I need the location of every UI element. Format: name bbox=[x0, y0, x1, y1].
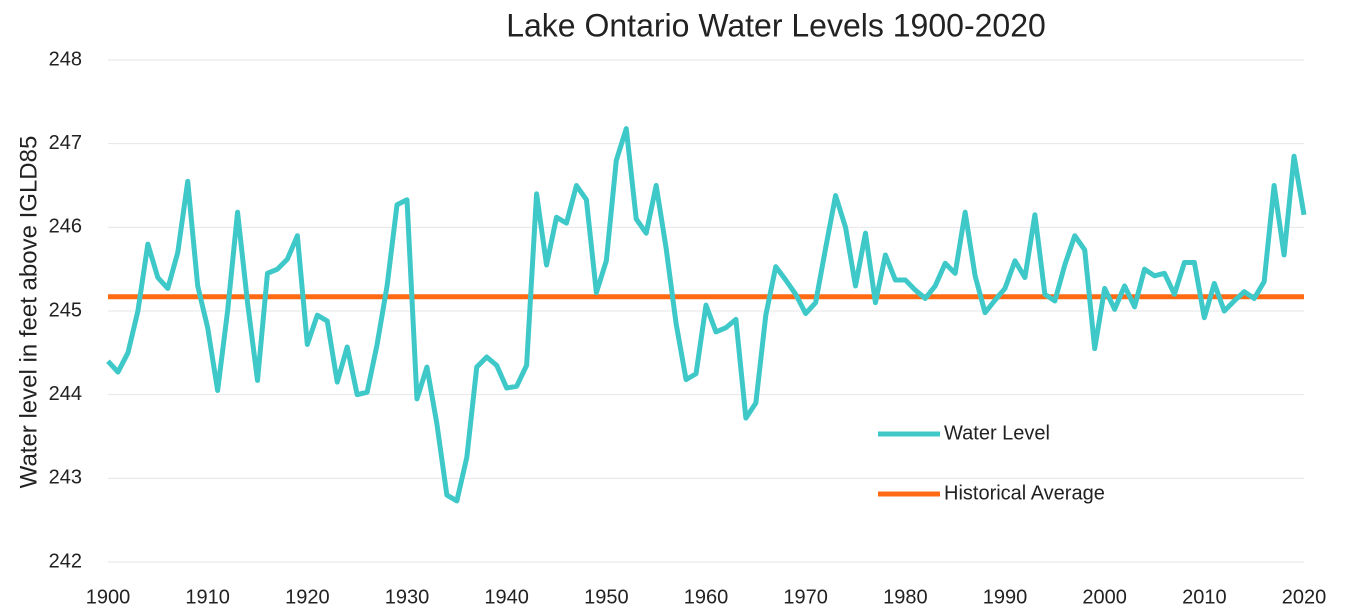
y-tick-label: 247 bbox=[49, 132, 82, 154]
x-tick-label: 1990 bbox=[983, 586, 1028, 608]
y-tick-label: 248 bbox=[49, 48, 82, 70]
x-tick-label: 2000 bbox=[1082, 586, 1127, 608]
y-tick-label: 242 bbox=[49, 550, 82, 572]
x-tick-label: 1900 bbox=[86, 586, 131, 608]
legend-label: Historical Average bbox=[944, 482, 1105, 504]
x-tick-label: 1940 bbox=[484, 586, 529, 608]
line-series bbox=[106, 126, 1307, 504]
chart-title: Lake Ontario Water Levels 1900-2020 bbox=[506, 7, 1046, 43]
x-tick-label: 2020 bbox=[1282, 586, 1327, 608]
x-tick-label: 1970 bbox=[783, 586, 828, 608]
x-tick-label: 1960 bbox=[684, 586, 729, 608]
y-tick-label: 245 bbox=[49, 299, 82, 321]
x-tick-label: 2010 bbox=[1182, 586, 1227, 608]
x-tick-label: 1920 bbox=[285, 586, 330, 608]
y-axis-label: Water level in feet above IGLD85 bbox=[15, 136, 42, 489]
x-tick-label: 1910 bbox=[185, 586, 230, 608]
x-tick-label: 1930 bbox=[385, 586, 430, 608]
y-tick-label: 244 bbox=[49, 383, 82, 405]
y-tick-label: 243 bbox=[49, 467, 82, 489]
x-tick-label: 1950 bbox=[584, 586, 629, 608]
y-tick-label: 246 bbox=[49, 216, 82, 238]
legend-label: Water Level bbox=[944, 422, 1050, 444]
x-tick-label: 1980 bbox=[883, 586, 928, 608]
